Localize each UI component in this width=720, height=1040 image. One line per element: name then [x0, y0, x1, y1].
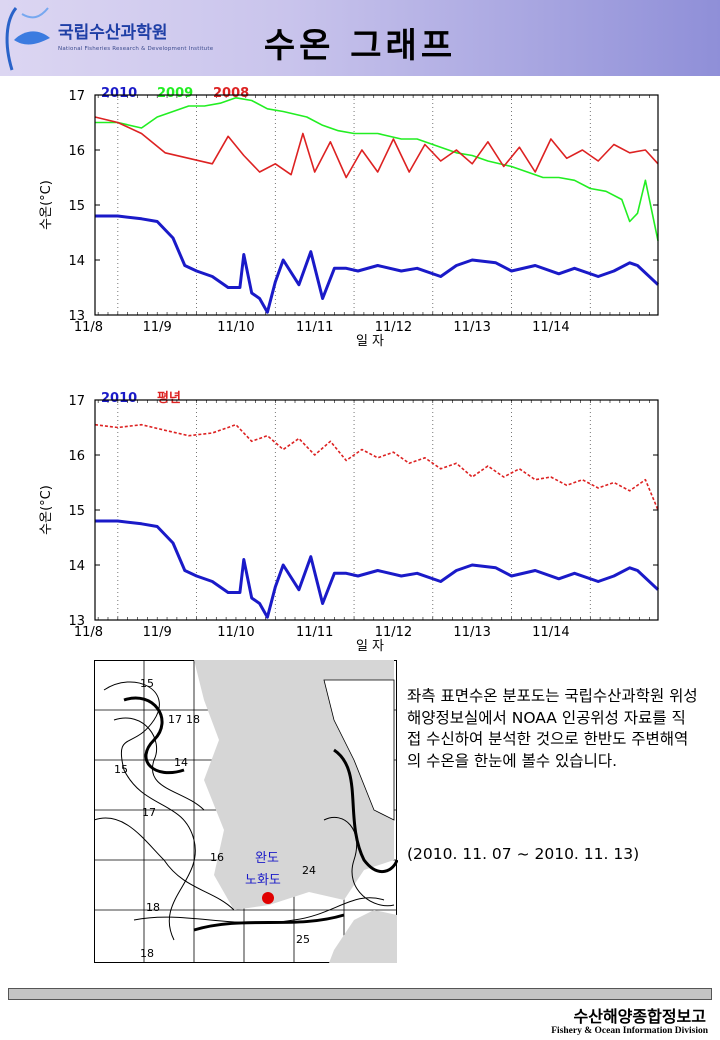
isotherms [94, 681, 395, 941]
logo-text: 국립수산과학원 [58, 23, 168, 43]
y-tick-label: 13 [68, 614, 85, 629]
map-label: 17 [168, 713, 182, 726]
y-tick-label: 17 [68, 89, 85, 104]
legend-entry: 2010 [101, 391, 137, 406]
y-tick-label: 15 [68, 199, 85, 214]
x-tick-label: 11/14 [532, 320, 569, 335]
map-label: 16 [210, 851, 224, 864]
legend-entry: 2009 [157, 86, 193, 101]
place-label-wando: 완도 [255, 851, 279, 866]
map-label: 17 [142, 806, 156, 819]
y-axis-label: 수온(°C) [39, 485, 54, 535]
chart-water-temp-yearly: 13 14 15 16 17 11/8 11/9 11/10 11/11 11/12 11/13 11… [39, 86, 660, 349]
header-banner: 국립수산과학원 National Fisheries Research & De… [0, 0, 720, 76]
map-label: 18 [186, 713, 200, 726]
y-tick-label: 16 [68, 449, 85, 464]
legend-entry: 평년 [157, 390, 181, 406]
series-line-2010 [95, 214, 660, 314]
x-axis-label: 일 자 [356, 334, 384, 349]
series-line-평년 [94, 423, 659, 511]
plot-frame [94, 399, 659, 621]
x-tick-label: 11/13 [453, 320, 490, 335]
chart-water-temp-normal: 13 14 15 16 17 11/8 11/9 11/10 11/11 11/12 11/13 11… [39, 390, 660, 654]
x-tick-label: 11/12 [375, 625, 412, 640]
y-tick-label: 15 [68, 504, 85, 519]
y-tick-label: 14 [68, 559, 85, 574]
map-label: 18 [146, 901, 160, 914]
x-tick-label: 11/11 [296, 625, 333, 640]
series-line-2009 [95, 97, 659, 241]
map-description: 좌측 표면수온 분포도는 국립수산과학원 위성해양정보실에서 NOAA 인공위성… [407, 687, 698, 770]
y-tick-label: 13 [68, 309, 85, 324]
series-line-2010 [95, 519, 660, 619]
x-tick-label: 11/12 [375, 320, 412, 335]
x-tick-label: 11/8 [74, 320, 103, 335]
land-east [323, 679, 395, 821]
date-range: (2010. 11. 07 ~ 2010. 11. 13) [407, 845, 640, 863]
x-axis-label: 일 자 [356, 639, 384, 654]
legend-entry: 2010 [101, 86, 137, 101]
page-title: 수온 그래프 [263, 26, 457, 66]
land-japan [329, 910, 397, 963]
x-tick-label: 11/9 [143, 625, 172, 640]
footer-division-korean: 수산해양종합정보고 [573, 1007, 706, 1026]
station-marker [262, 892, 274, 904]
x-tick-label: 11/11 [296, 320, 333, 335]
x-tick-label: 11/14 [532, 625, 569, 640]
sst-distribution-map: 15 17 18 14 15 17 16 18 18 24 25 완도 노화도 [94, 660, 398, 963]
plot-frame [94, 94, 659, 316]
footer-division-english: Fishery & Ocean Information Division [551, 1026, 708, 1036]
logo-subtitle: National Fisheries Research & Developmen… [58, 46, 214, 52]
y-axis-label: 수온(°C) [39, 180, 54, 230]
series-line-2008 [94, 116, 659, 179]
map-label: 15 [140, 677, 154, 690]
y-tick-label: 14 [68, 254, 85, 269]
y-tick-label: 16 [68, 144, 85, 159]
x-tick-label: 11/9 [143, 320, 172, 335]
fish-logo-icon [5, 7, 50, 71]
map-label: 24 [302, 864, 316, 877]
isotherm-bold [123, 696, 398, 932]
x-tick-label: 11/10 [217, 625, 254, 640]
footer-divider [8, 988, 712, 1000]
x-tick-label: 11/13 [453, 625, 490, 640]
x-tick-label: 11/8 [74, 625, 103, 640]
x-tick-label: 11/10 [217, 320, 254, 335]
legend-entry: 2008 [213, 86, 249, 101]
map-label: 25 [296, 933, 310, 946]
map-label: 15 [114, 763, 128, 776]
map-label: 18 [140, 947, 154, 960]
map-label: 14 [174, 756, 188, 769]
y-tick-label: 17 [68, 394, 85, 409]
place-label-nohwado: 노화도 [245, 873, 281, 888]
